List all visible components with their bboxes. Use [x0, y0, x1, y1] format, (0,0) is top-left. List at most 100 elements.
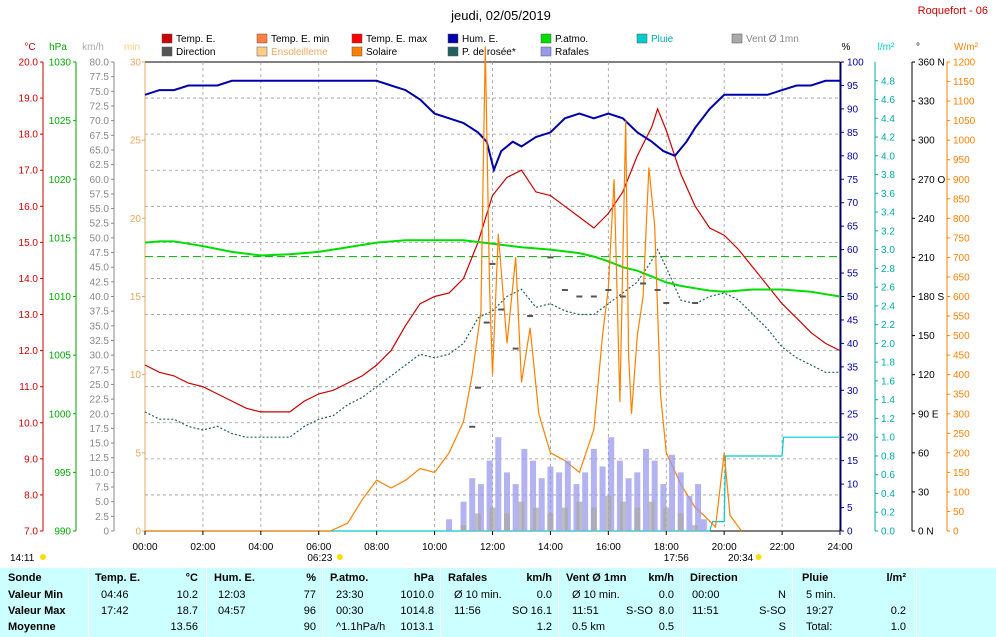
axis-label-sun: 0 [135, 527, 141, 538]
axis-label-solar: 0 [953, 527, 959, 538]
legend-label: Temp. E. max [366, 34, 427, 45]
summary-gust-value: 16.1 [530, 605, 552, 617]
summary-row-label: Valeur Max [8, 605, 66, 617]
axis-label-sun: 25 [130, 136, 142, 147]
series-bar-rafales [582, 472, 589, 531]
chart-title: jeudi, 02/05/2019 [450, 8, 551, 23]
summary-rain-value: 0.2 [890, 605, 906, 617]
axis-label-solar: 150 [953, 468, 970, 479]
axis-label-wind: 2.5 [95, 512, 109, 523]
summary-gust-value: 1.2 [536, 621, 552, 633]
sun-markers: 14:11 06:23 17:56 20:34 [10, 553, 762, 564]
axis-label-solar: 850 [953, 194, 970, 205]
axis-label-solar: 650 [953, 272, 970, 283]
axis-label-wind: 42.5 [90, 277, 110, 288]
axis-label-solar: 50 [953, 507, 965, 518]
axis-label-rain: 2.6 [881, 283, 895, 294]
series-bar-rafales [538, 478, 545, 531]
axis-label-pressure: 1010 [49, 292, 72, 303]
series-bar-rafales [446, 519, 453, 531]
series-bar-rafales [677, 472, 684, 531]
series-bar-rafales [651, 460, 658, 531]
series-point-direction [475, 386, 482, 389]
series-bar-vent-1mn [503, 513, 510, 531]
axis-label-wind: 32.5 [90, 336, 110, 347]
series-point-direction [483, 321, 490, 324]
axis-label-temp: 7.0 [24, 527, 38, 538]
summary-header: km/h [648, 572, 674, 584]
summary-press-value: 1010.0 [400, 589, 434, 601]
axis-label-solar: 100 [953, 487, 970, 498]
axis-label-rain: 1.8 [881, 358, 895, 369]
series-bar-rafales [486, 460, 493, 531]
summary-hum-time: 12:03 [218, 589, 246, 601]
summary-temp-value: 13.56 [170, 621, 198, 633]
summary-header: km/h [526, 572, 552, 584]
x-tick-label: 16:00 [596, 542, 621, 553]
series-point-direction [512, 347, 519, 350]
axis-label-rain: 1.2 [881, 414, 895, 425]
summary-wind-value: 0.5 [658, 621, 674, 633]
summary-rain-value: 1.0 [890, 621, 906, 633]
axis-label-direction: 210 [918, 253, 935, 264]
axis-label-direction: 120 [918, 370, 935, 381]
axis-label-humidity: 80 [847, 151, 859, 162]
legend-label: Temp. E. min [271, 34, 329, 45]
summary-gust-desc: 11:56 [454, 605, 481, 617]
series-point-direction [561, 288, 568, 291]
axis-label-wind: 27.5 [90, 365, 110, 376]
axis-label-wind: 25.0 [90, 380, 110, 391]
legend-swatch [256, 33, 268, 44]
legend-swatch [256, 46, 268, 57]
x-tick-label: 00:00 [132, 542, 157, 553]
summary-row-label: Valeur Min [8, 589, 64, 601]
summary-header: Hum. E. [214, 572, 255, 584]
weather-chart: jeudi, 02/05/2019 Roquefort - 06 Temp. E… [10, 5, 988, 564]
axis-label-solar: 750 [953, 233, 970, 244]
series-bar-rafales [530, 460, 537, 531]
summary-press-value: 1013.1 [400, 621, 434, 633]
axis-label-sun: 10 [130, 370, 142, 381]
axis-label-humidity: 70 [847, 198, 859, 209]
axis-label-rain: 0.8 [881, 451, 895, 462]
series-bar-rafales [625, 478, 632, 531]
summary-header: P.atmo. [330, 572, 369, 584]
axis-label-humidity: 40 [847, 339, 859, 350]
x-tick-label: 20:00 [712, 542, 737, 553]
series-bar-rafales [503, 472, 510, 531]
axis-label-rain: 3.4 [881, 208, 895, 219]
axis-label-wind: 60.0 [90, 175, 110, 186]
axis-label-pressure: 1025 [49, 116, 72, 127]
sunrise-icon [336, 554, 343, 560]
axis-label-temp: 10.0 [19, 418, 39, 429]
axis-label-humidity: 15 [847, 456, 859, 467]
legend-swatch [540, 46, 552, 57]
summary-gust-direction: SO [512, 605, 528, 617]
axis-label-direction: 30 [918, 487, 930, 498]
axis-label-wind: 17.5 [90, 424, 110, 435]
axis-label-wind: 45.0 [90, 263, 110, 274]
series-bar-rafales [695, 484, 702, 531]
summary-gust-value: 0.0 [536, 589, 552, 601]
axis-label-direction: 240 [918, 214, 935, 225]
axis-label-wind: 57.5 [90, 189, 110, 200]
legend-swatch [161, 46, 173, 57]
summary-header: °C [185, 572, 198, 584]
axis-label-solar: 550 [953, 312, 970, 323]
axis-label-solar: 1050 [953, 116, 976, 127]
sun-icon [40, 554, 46, 560]
series-bar-rafales [669, 454, 676, 531]
series-bar-rafales [521, 448, 528, 531]
column-separator [682, 568, 683, 637]
summary-direction-value: S [778, 621, 786, 633]
legend-swatch [447, 46, 459, 57]
legend-label: P.atmo. [555, 34, 588, 45]
axis-label-wind: 65.0 [90, 145, 110, 156]
summary-temp-time: 17:42 [101, 605, 129, 617]
axis-label-wind: 80.0 [90, 58, 110, 69]
series-point-direction [605, 288, 612, 291]
axis-label-rain: 3.2 [881, 226, 895, 237]
axis-label-humidity: 90 [847, 104, 859, 115]
axis-label-direction: 180 S [918, 292, 944, 303]
axis-label-rain: 0.2 [881, 508, 895, 519]
